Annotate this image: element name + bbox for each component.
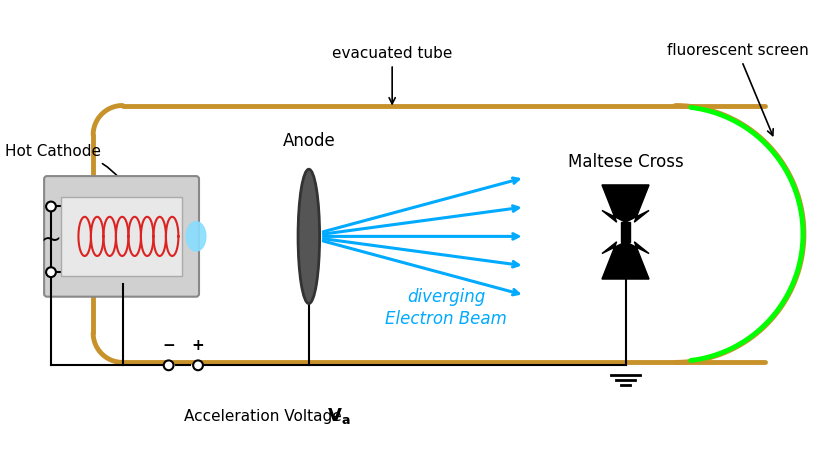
Circle shape [193,360,203,370]
FancyBboxPatch shape [45,176,199,297]
Circle shape [164,360,174,370]
Text: evacuated tube: evacuated tube [332,46,453,104]
Ellipse shape [298,169,319,304]
Text: Anode: Anode [282,132,335,150]
Text: fluorescent screen: fluorescent screen [667,43,808,135]
Text: diverging: diverging [407,288,486,306]
Text: ~: ~ [40,227,61,251]
Text: Acceleration Voltage: Acceleration Voltage [184,409,347,424]
Ellipse shape [186,222,206,251]
Text: $\mathbf{V}_\mathbf{a}$: $\mathbf{V}_\mathbf{a}$ [328,406,351,426]
Text: +: + [192,338,204,353]
Text: Maltese Cross: Maltese Cross [568,153,684,171]
Circle shape [46,201,56,212]
Circle shape [46,267,56,277]
Bar [621,222,630,242]
Bar [60,197,182,276]
Polygon shape [602,242,649,279]
Polygon shape [602,185,649,222]
Text: Hot Cathode: Hot Cathode [5,145,134,201]
Text: Electron Beam: Electron Beam [386,310,507,328]
Text: −: − [162,338,175,353]
